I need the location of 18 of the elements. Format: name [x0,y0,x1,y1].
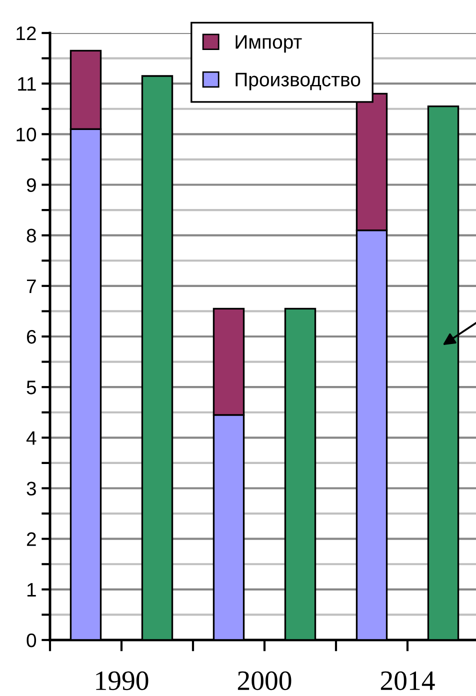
legend-label: Производство [236,72,360,90]
y-tick-label: 10 [16,128,36,142]
legend-label: Импорт [236,35,302,53]
y-tick-label: 9 [26,178,36,192]
y-tick-label: 2 [26,532,36,546]
y-tick-label: 5 [26,380,36,394]
y-tick-label: 1 [27,583,36,596]
x-tick-label: 2000 [238,671,292,690]
x-tick-label: 1990 [96,671,148,690]
x-tick-label: 2014 [380,671,435,690]
y-tick-label: 0 [26,633,36,648]
y-tick-label: 4 [26,431,36,445]
y-tick-label: 7 [26,280,36,293]
y-tick-label: 6 [26,330,36,344]
y-tick-label: 3 [26,482,36,496]
y-tick-label: 11 [18,77,36,91]
y-tick-label: 8 [26,228,36,243]
y-tick-label: 12 [16,26,36,40]
